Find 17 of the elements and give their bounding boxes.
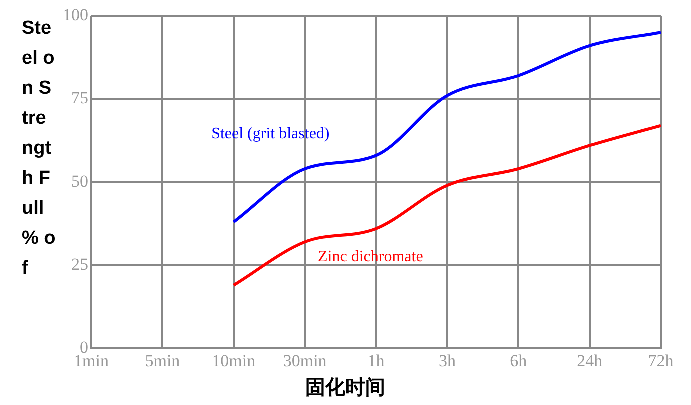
x-tick-label: 24h: [577, 351, 604, 370]
series-label: Steel (grit blasted): [212, 125, 330, 142]
text: Steel on Strength Full % of: [22, 18, 56, 279]
x-tick-label: 1h: [368, 351, 386, 370]
x-tick-label: 30min: [283, 351, 328, 370]
x-tick-label: 6h: [510, 351, 528, 370]
x-tick-label: 10min: [212, 351, 256, 370]
y-tick-label: 25: [72, 254, 88, 274]
x-tick-label: 72h: [648, 351, 674, 370]
y-tick-label: 100: [63, 5, 88, 24]
x-tick-label: 5min: [145, 351, 181, 370]
y-tick-label: 0: [80, 338, 88, 358]
series-label: Zinc dichromate: [318, 248, 424, 266]
y-tick-label: 75: [72, 88, 88, 108]
y-tick-label: 50: [72, 172, 88, 191]
x-axis-title: 固化时间: [304, 374, 386, 401]
x-tick-label: 3h: [438, 351, 456, 370]
